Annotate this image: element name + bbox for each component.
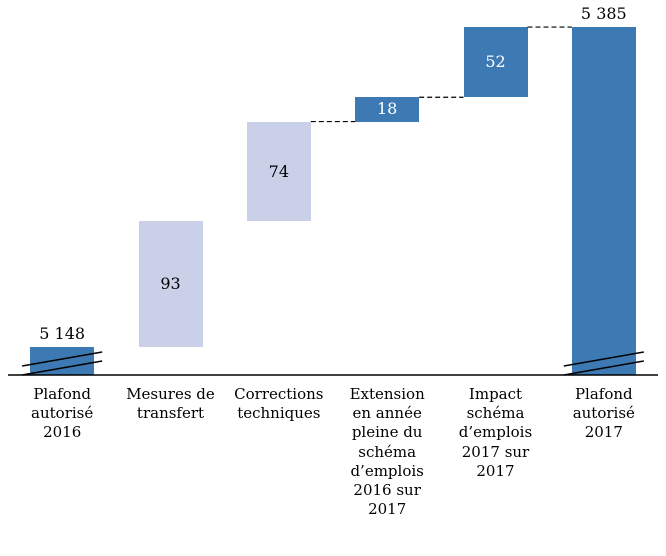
bar-value-label: 93 bbox=[160, 274, 181, 294]
category-label: Corrections techniques bbox=[234, 385, 324, 423]
bar-value-label: 5 385 bbox=[580, 4, 627, 24]
bar-value-label: 74 bbox=[268, 161, 289, 181]
category-label: Impact schéma d’emplois 2017 sur 2017 bbox=[458, 385, 533, 480]
bar-value-label: 52 bbox=[485, 52, 506, 72]
category-label: Plafond autorisé 2016 bbox=[31, 385, 94, 442]
bar-value-label: 5 148 bbox=[39, 324, 86, 343]
category-label: Mesures de transfert bbox=[126, 385, 215, 423]
waterfall-bar-2 bbox=[138, 221, 203, 347]
waterfall-bar-6 bbox=[571, 27, 636, 375]
waterfall-bar-4 bbox=[355, 97, 420, 122]
category-label: Plafond autorisé 2017 bbox=[572, 385, 635, 442]
category-label: Extension en année pleine du schéma d’em… bbox=[349, 385, 425, 519]
waterfall-bar-3 bbox=[246, 121, 311, 222]
waterfall-bar-5 bbox=[463, 27, 528, 98]
bar-value-label: 18 bbox=[376, 99, 398, 119]
waterfall-bar-1 bbox=[30, 347, 95, 375]
